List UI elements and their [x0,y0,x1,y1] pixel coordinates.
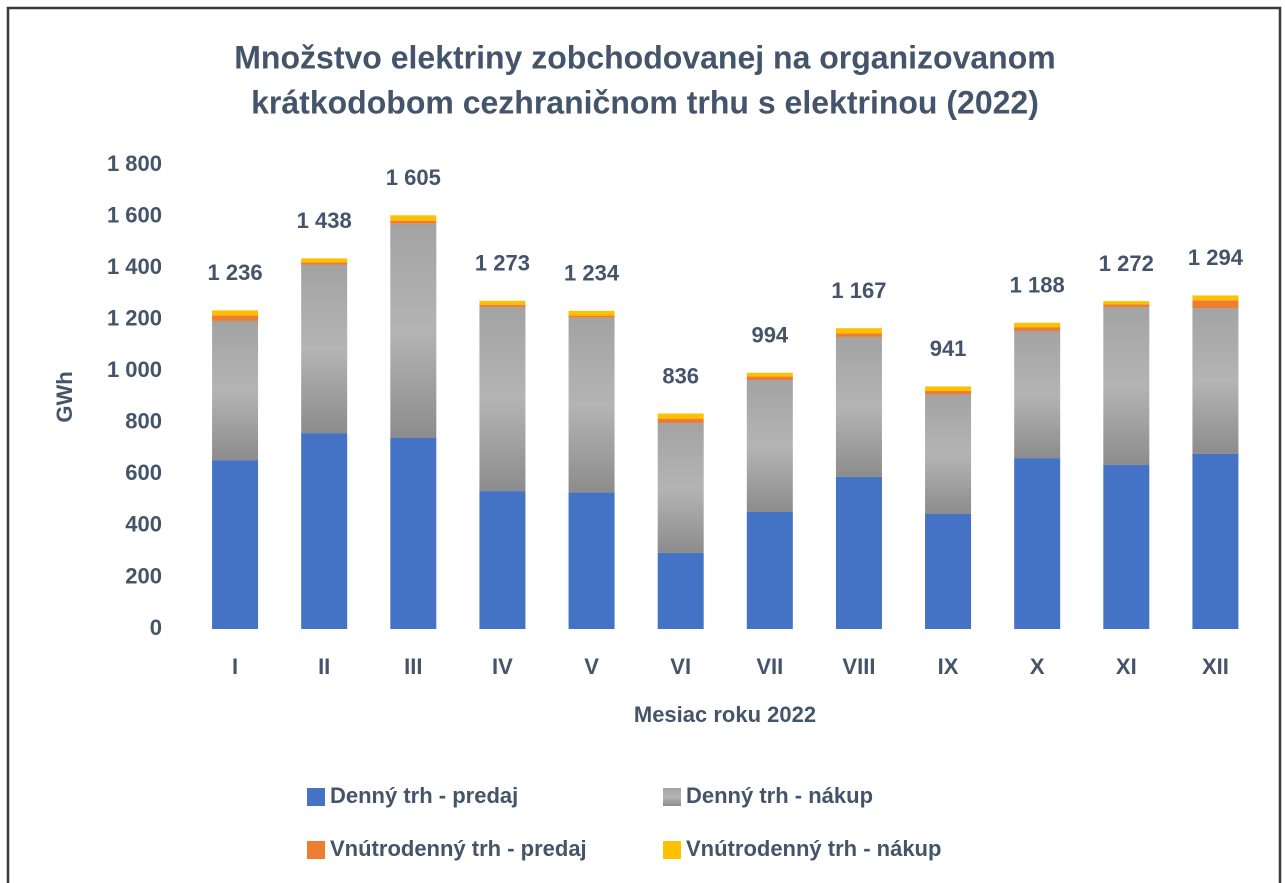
x-tick-label: XII [1202,654,1229,679]
x-tick-label: IV [492,654,513,679]
y-tick-label: 800 [125,409,162,434]
bar-segment [390,215,437,221]
bar-segment [301,258,348,263]
bar-segment [1192,300,1239,309]
chart-title: krátkodobom cezhraničnom trhu s elektrin… [251,84,1039,120]
total-label: 1 188 [1010,273,1065,298]
y-tick-label: 1 200 [107,305,162,330]
bar-segment [1014,327,1061,332]
total-label: 1 605 [386,165,441,190]
legend-swatch [307,788,325,806]
bar-segment [301,262,348,265]
y-tick-label: 600 [125,460,162,485]
total-label: 1 273 [475,251,530,276]
bar-segment [301,264,348,434]
bar-segment [657,552,704,629]
bar-segment [1192,295,1239,301]
legend-label: Vnútrodenný trh - nákup [686,836,941,861]
total-label: 1 294 [1188,245,1244,270]
bar-segment [746,379,793,512]
x-tick-label: XI [1116,654,1137,679]
legend-swatch [663,841,681,859]
bar-segment [212,315,259,321]
bar-segment [212,320,259,461]
bar-segment [390,437,437,629]
bar-segment [301,433,348,629]
y-tick-label: 1 400 [107,254,162,279]
y-tick-label: 1 000 [107,357,162,382]
bar-segment [1192,308,1239,454]
bar-segment [835,328,882,334]
bar-segment [568,310,615,316]
bar-segment [1103,304,1150,308]
legend-swatch [307,841,325,859]
chart-title: Množstvo elektriny zobchodovanej na orga… [234,39,1055,75]
y-tick-label: 200 [125,563,162,588]
bar-segment [568,317,615,493]
total-label: 941 [930,336,967,361]
x-tick-label: VII [756,654,783,679]
total-label: 1 234 [564,261,620,286]
bar-segment [657,423,704,553]
bar-segment [479,304,526,308]
bar-segment [746,376,793,380]
bar-segment [1014,458,1061,629]
x-tick-label: IX [938,654,959,679]
bar-segment [479,300,526,305]
bar-segment [479,491,526,629]
bar-segment [925,386,972,391]
bar-segment [212,310,259,316]
legend-label: Vnútrodenný trh - predaj [330,836,587,861]
bar-segment [1103,465,1150,629]
x-tick-label: X [1030,654,1045,679]
x-tick-label: VIII [842,654,875,679]
bar-segment [568,492,615,629]
bar-segment [925,394,972,515]
total-label: 1 272 [1099,251,1154,276]
bar-segment [835,333,882,337]
bar-segment [479,307,526,492]
bar-segment [1014,331,1061,459]
x-tick-label: I [232,654,238,679]
bar-segment [835,476,882,629]
legend-label: Denný trh - nákup [686,783,873,808]
bar-segment [1014,322,1061,328]
bar-segment [212,460,259,629]
x-axis-title: Mesiac roku 2022 [634,702,816,727]
bar-segment [925,390,972,395]
bar-segment [835,336,882,477]
x-tick-label: V [584,654,599,679]
y-tick-label: 1 600 [107,202,162,227]
legend-swatch [663,788,681,806]
bar-segment [657,413,704,419]
y-tick-label: 1 800 [107,151,162,176]
bar-segment [568,315,615,318]
frame [6,6,1282,883]
bar-segment [390,223,437,438]
x-tick-label: VI [670,654,691,679]
y-tick-label: 0 [150,615,162,640]
total-label: 836 [662,363,699,388]
bar-segment [390,220,437,224]
bar-segment [657,418,704,424]
total-label: 1 167 [831,278,886,303]
bar-segment [1103,301,1150,305]
bar-segment [746,511,793,629]
total-label: 994 [751,323,788,348]
bar-segment [746,372,793,377]
bar-segment [1192,453,1239,629]
x-tick-label: II [318,654,330,679]
y-axis-title: GWh [52,371,77,422]
bar-segment [925,514,972,629]
bar-segment [1103,307,1150,466]
y-tick-label: 400 [125,512,162,537]
legend-label: Denný trh - predaj [330,783,518,808]
total-label: 1 438 [297,208,352,233]
total-label: 1 236 [208,260,263,285]
x-tick-label: III [404,654,422,679]
